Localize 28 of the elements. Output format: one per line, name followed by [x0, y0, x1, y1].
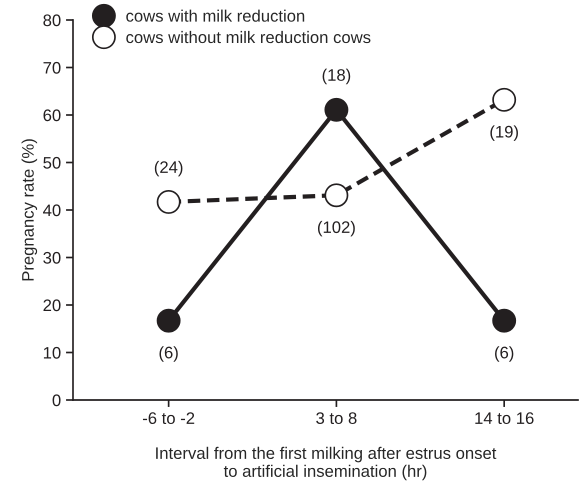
point: [156, 190, 181, 214]
point: [492, 88, 516, 112]
y-tick-label: 70: [44, 62, 61, 74]
y-tick-label: 50: [43, 156, 61, 169]
point: [492, 308, 516, 333]
legend-label: cows with milk reduction: [126, 10, 304, 22]
y-tick-label: 80: [43, 14, 61, 26]
x-axis-title: Interval from the first milking after estrus onset to artificial insemination (hr): [156, 446, 496, 480]
x-tick-label: -6 to -2: [142, 412, 194, 424]
y-tick-label: 20: [43, 299, 61, 312]
annotation: (6): [159, 346, 178, 362]
annotation: (102): [318, 220, 355, 236]
y-tick-label: 60: [44, 109, 61, 122]
y-tick-label: 40: [43, 204, 61, 216]
x-tick-label: 3 to 8: [316, 412, 357, 424]
y-tick-label: 10: [44, 346, 61, 359]
x-tick-label: 14 to 16: [475, 412, 534, 424]
point: [156, 308, 181, 333]
annotation: (24): [154, 160, 182, 176]
y-axis-title: Pregnancy rate (%): [22, 139, 38, 280]
y-tick-label: 30: [43, 252, 61, 264]
point: [324, 98, 348, 122]
annotation: (19): [490, 125, 518, 141]
y-tick-label: 0: [52, 394, 61, 406]
legend-label: cows without milk reduction cows: [126, 30, 370, 44]
annotation: (18): [322, 68, 350, 84]
annotation: (6): [495, 346, 514, 362]
point: [324, 183, 348, 208]
